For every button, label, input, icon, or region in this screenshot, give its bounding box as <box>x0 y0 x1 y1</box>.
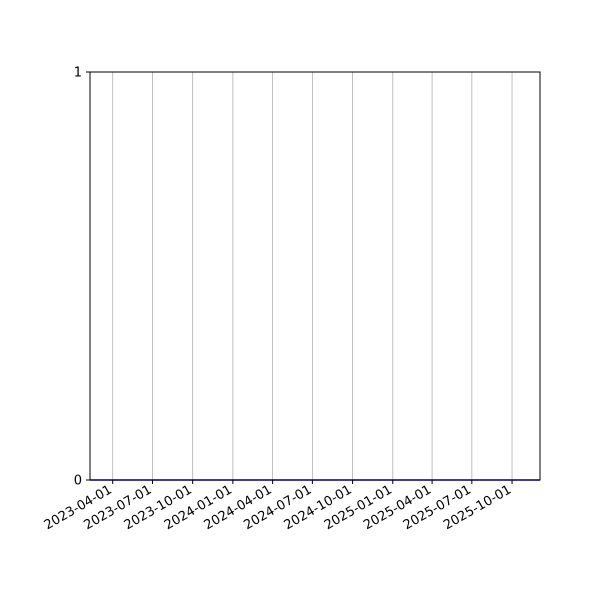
axes-frame <box>89 71 541 481</box>
y-tick-label: 1 <box>74 66 82 81</box>
y-tick-label: 0 <box>74 474 82 489</box>
x-axis: 2023-04-012023-07-012023-10-012024-01-01… <box>42 480 514 533</box>
grid <box>112 72 513 480</box>
y-axis: 01 <box>74 66 90 489</box>
